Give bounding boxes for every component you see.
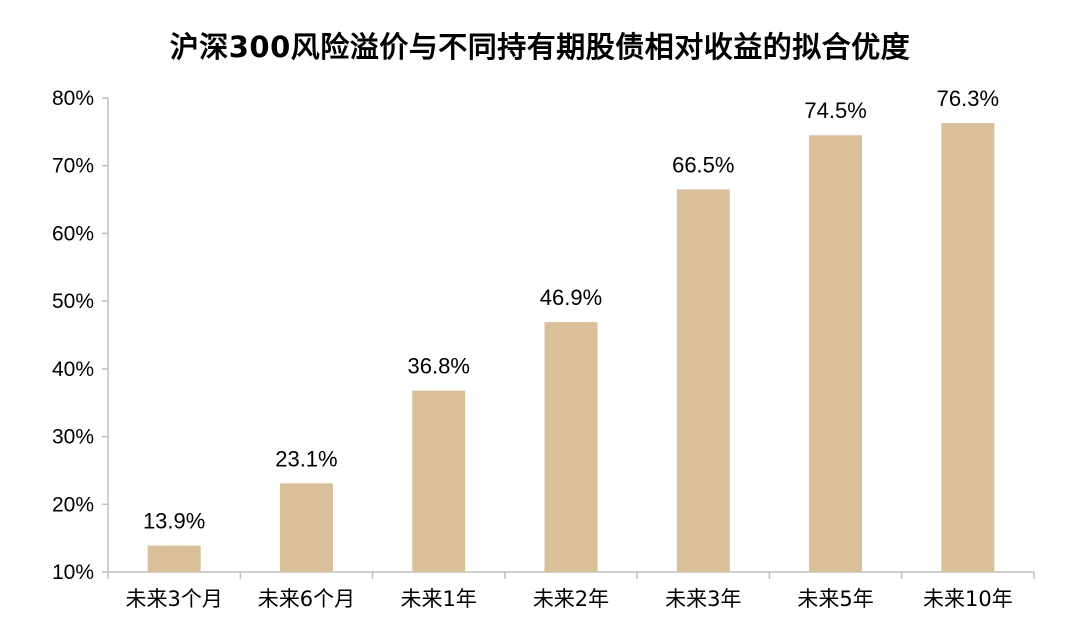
bar	[147, 545, 201, 572]
bar	[941, 123, 995, 572]
labels: 13.9% 未来3个月 23.1% 未来6个月 36.8% 未来1年 46.9% 未来2年 66…	[125, 86, 1012, 611]
x-tick-label: 未来1年	[401, 587, 477, 611]
bars	[147, 123, 995, 572]
data-label: 76.3%	[937, 86, 999, 111]
x-tick-label: 未来6个月	[258, 587, 355, 611]
bar	[809, 135, 863, 572]
bar	[676, 189, 730, 572]
data-label: 46.9%	[540, 285, 602, 310]
y-tick-label: 30%	[52, 426, 94, 449]
y-tick-label: 70%	[52, 155, 94, 178]
y-tick-label: 40%	[52, 358, 94, 381]
x-tick-label: 未来3个月	[125, 587, 222, 611]
y-tick-label: 60%	[52, 222, 94, 245]
bar	[412, 390, 466, 572]
data-label: 13.9%	[143, 509, 205, 534]
x-tick-label: 未来2年	[533, 587, 609, 611]
chart-title: 沪深300风险溢价与不同持有期股债相对收益的拟合优度	[169, 30, 911, 64]
y-tick-label: 20%	[52, 493, 94, 516]
y-tick-label: 50%	[52, 290, 94, 313]
data-label: 36.8%	[408, 354, 470, 379]
x-tick-label: 未来10年	[923, 587, 1013, 611]
y-tick-label: 80%	[52, 87, 94, 110]
bar	[544, 322, 598, 572]
y-tick-label: 10%	[52, 561, 94, 584]
data-label: 74.5%	[804, 98, 866, 123]
data-label: 66.5%	[672, 152, 734, 177]
bar	[279, 483, 333, 572]
x-tick-label: 未来3年	[665, 587, 741, 611]
data-label: 23.1%	[275, 446, 337, 471]
x-tick-label: 未来5年	[797, 587, 873, 611]
